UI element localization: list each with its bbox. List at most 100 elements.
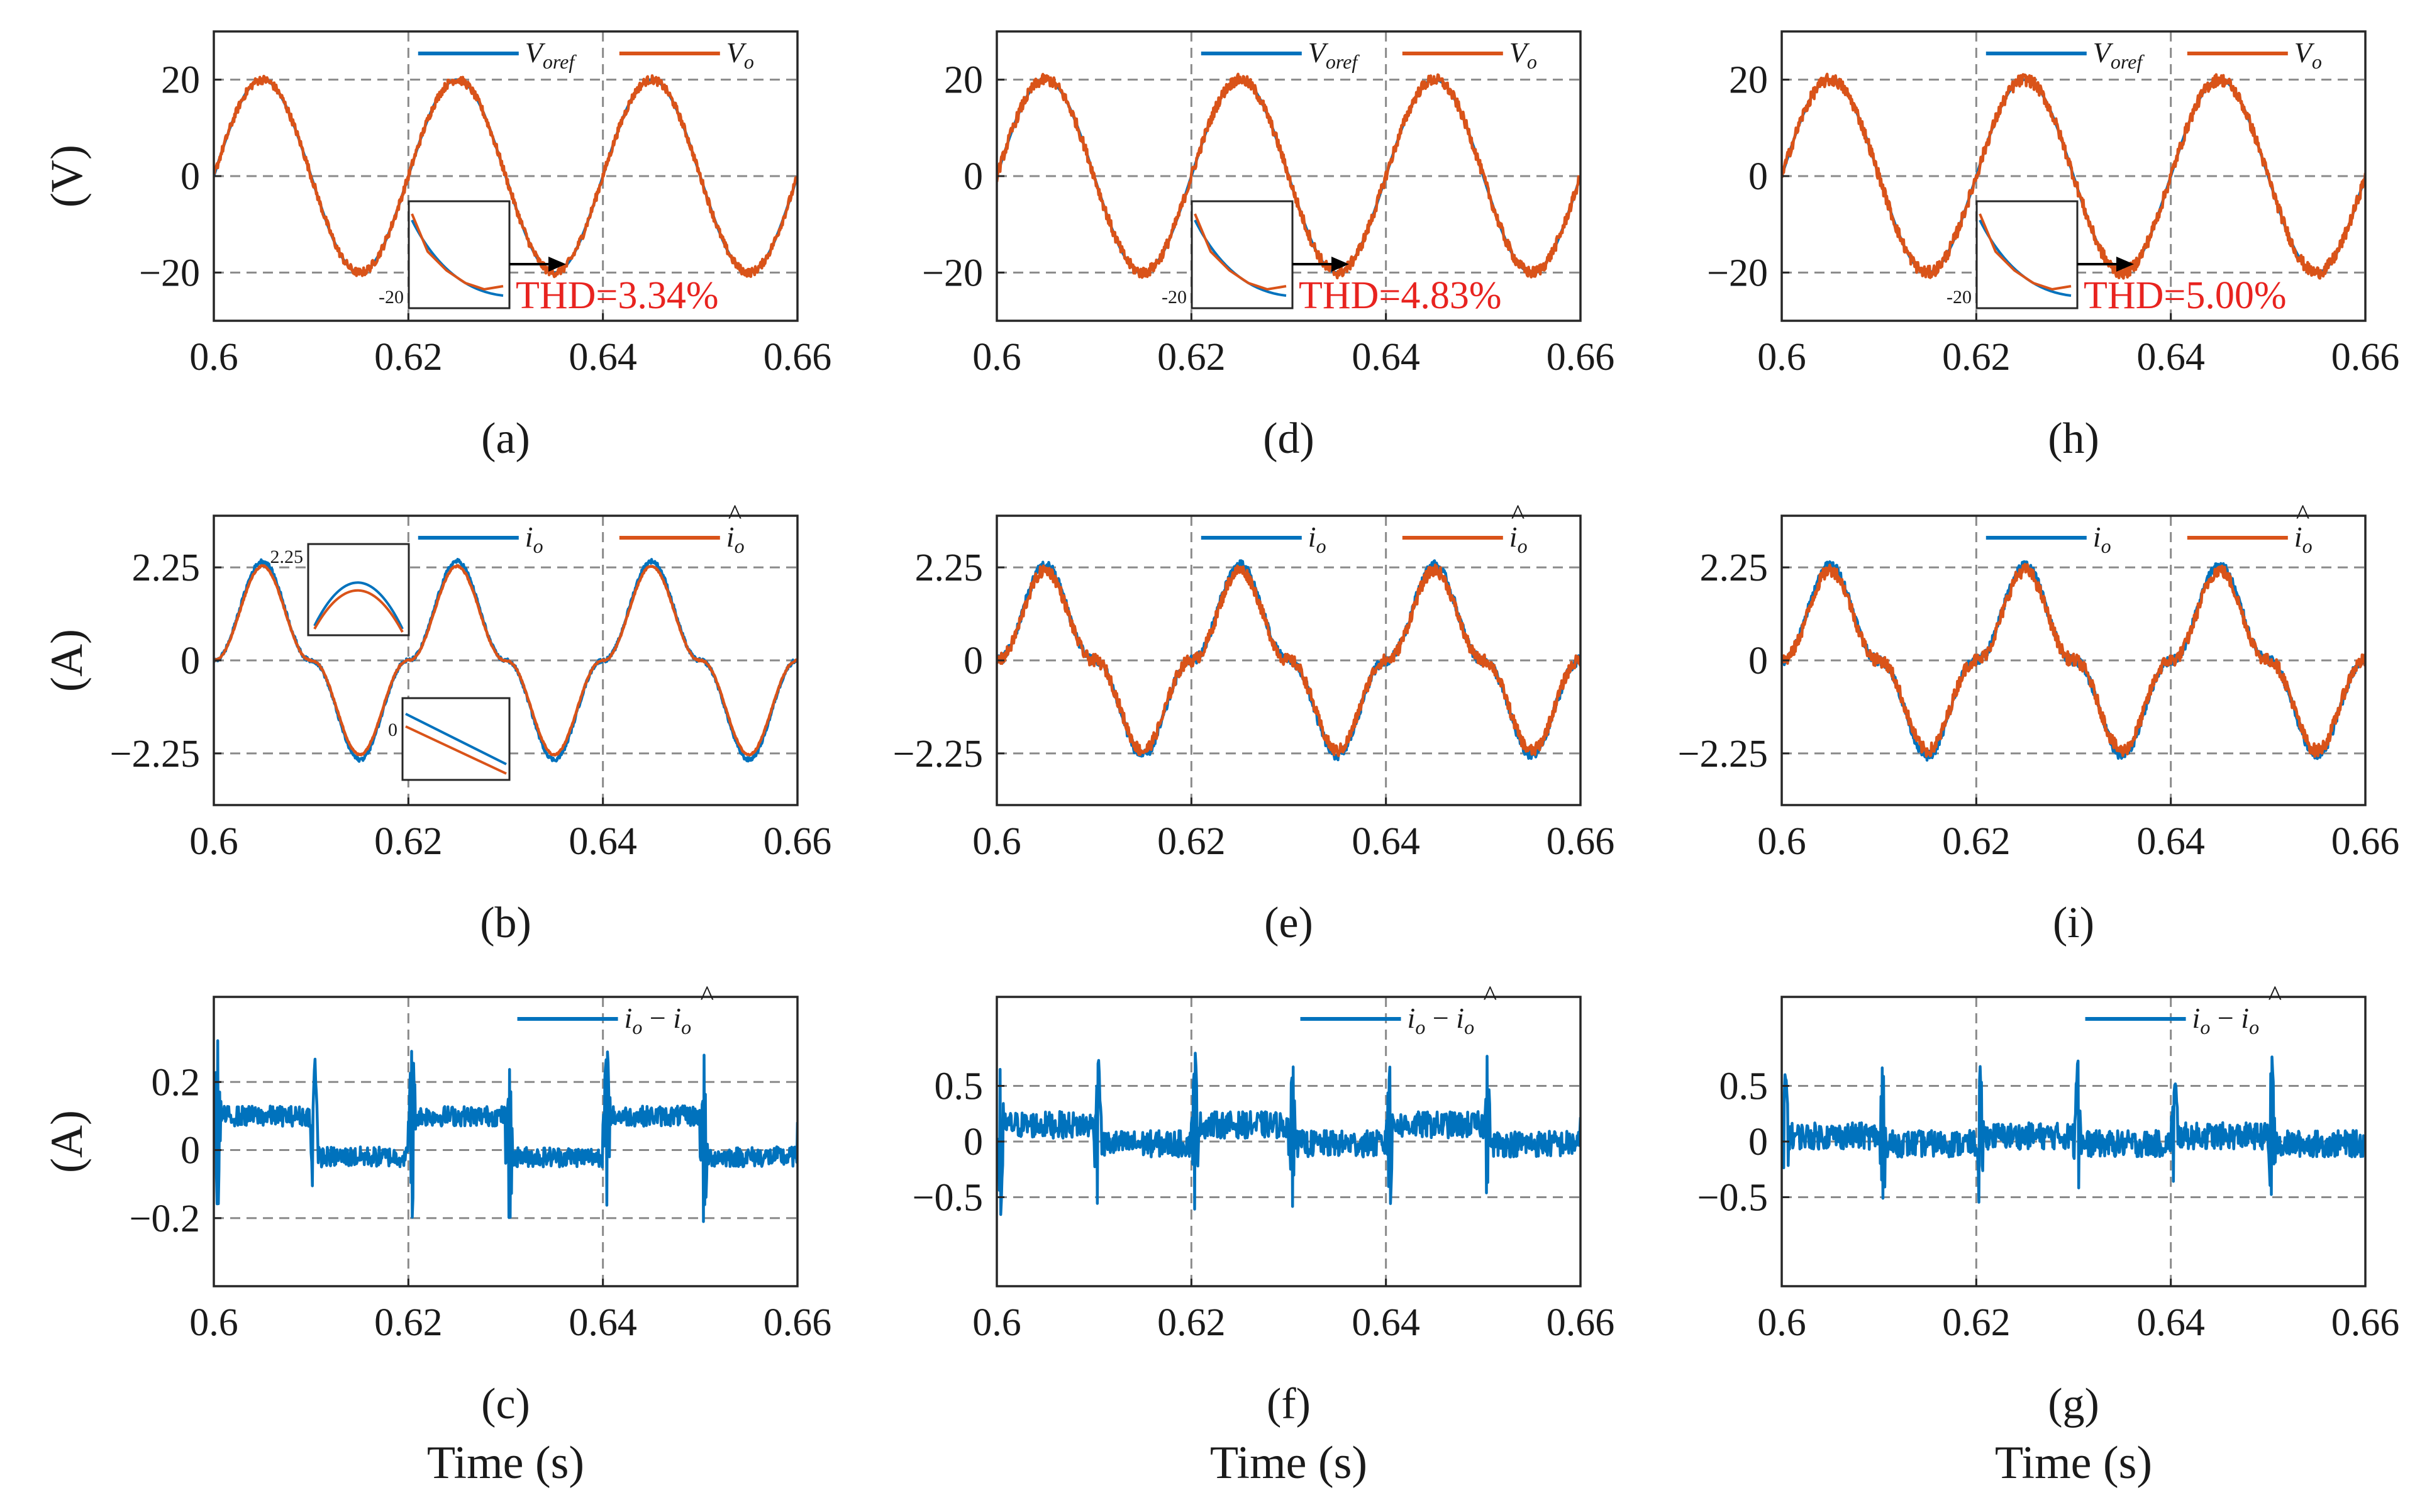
plot-area — [214, 74, 797, 279]
x-tick-label: 0.64 — [1352, 336, 1420, 379]
legend-minus: − — [642, 1002, 673, 1034]
x-tick-label: 0.6 — [972, 820, 1021, 863]
legend-main: V — [525, 36, 546, 69]
x-tick-label: 0.66 — [1547, 336, 1615, 379]
x-tick-label: 0.66 — [764, 336, 832, 379]
legend: io − io^ — [517, 979, 714, 1038]
y-tick-label: 0 — [964, 155, 983, 198]
inset-curve-orange — [411, 213, 504, 291]
legend: Voref Vo — [1201, 36, 1537, 73]
x-tick-label: 0.66 — [1547, 820, 1615, 863]
legend: Voref Vo — [418, 36, 754, 73]
legend-sub: o — [2249, 1016, 2259, 1038]
y-tick-label: −0.5 — [1697, 1176, 1768, 1219]
hat-mark: ^ — [2268, 979, 2282, 1011]
legend-main: i — [625, 1002, 633, 1034]
y-tick-label: −20 — [922, 252, 983, 294]
legend-label-i-o: io — [2093, 521, 2111, 557]
y-tick-label: 0 — [1748, 1121, 1768, 1164]
legend-main: V — [1509, 36, 1530, 69]
x-tick-label: 0.64 — [2136, 336, 2205, 379]
inset-tick-label: 0 — [388, 720, 397, 740]
panel-label: (e) — [1264, 899, 1313, 947]
legend-sub: oref — [543, 50, 577, 73]
panel-label: (a) — [481, 414, 530, 463]
inset-tick-label: -20 — [379, 287, 404, 308]
y-axis-label: (A) — [42, 629, 92, 692]
x-tick-label: 0.62 — [374, 336, 443, 379]
legend-sub: o — [1527, 50, 1537, 73]
y-axis-label: (A) — [42, 1110, 92, 1173]
panel-c: 0.6 0.62 0.64 0.660.20−0.2(A)(c)io − io^ — [42, 979, 831, 1428]
inset-tick-label: -20 — [1947, 287, 1972, 308]
plot-area — [1782, 1055, 2365, 1204]
x-tick-label: 0.62 — [1157, 336, 1226, 379]
panel-label: (b) — [480, 899, 531, 947]
panel-e: 0.6 0.62 0.64 0.662.250−2.25(e)io io^ — [893, 498, 1615, 947]
x-tick-label: 0.64 — [2136, 1301, 2205, 1344]
legend-label-V-o: Vo — [2294, 36, 2322, 73]
series-line-i-o-i-o-hat — [1782, 1055, 2365, 1204]
y-tick-label: 0 — [964, 1121, 983, 1164]
x-axis-label: Time (s) — [1210, 1437, 1367, 1489]
y-tick-label: −20 — [139, 252, 200, 294]
x-tick-label: 0.62 — [374, 820, 443, 863]
y-tick-label: −2.25 — [893, 733, 983, 775]
x-tick-label: 0.64 — [1352, 820, 1420, 863]
x-tick-label: 0.6 — [189, 1301, 238, 1344]
series-line-i-o-i-o-hat — [997, 1052, 1580, 1216]
legend: io − io^ — [2085, 979, 2282, 1038]
y-tick-label: 0.5 — [935, 1065, 984, 1108]
legend-minus: − — [2210, 1002, 2241, 1034]
y-tick-label: 20 — [1729, 59, 1768, 102]
x-tick-label: 0.6 — [189, 336, 238, 379]
legend-sub: o — [2200, 1016, 2210, 1038]
legend: Voref Vo — [1985, 36, 2322, 73]
inset-curve-orange — [313, 589, 404, 633]
panel-label: (d) — [1263, 414, 1314, 463]
series-line-i-o-hat — [997, 563, 1580, 757]
inset-box — [1191, 200, 1294, 309]
x-tick-label: 0.62 — [374, 1301, 443, 1344]
y-tick-label: 0 — [1748, 155, 1768, 198]
panel-b: 0.6 0.62 0.64 0.662.250−2.25(A)(b)io io^2.25… — [42, 498, 831, 947]
legend-sub: o — [1415, 1016, 1425, 1038]
y-tick-label: 2.25 — [1700, 547, 1769, 589]
legend: io io^ — [418, 498, 745, 557]
panel-f: 0.6 0.62 0.64 0.660.50−0.5(f)io − io^ — [913, 979, 1615, 1428]
legend-sub: o — [2312, 50, 2322, 73]
x-tick-label: 0.62 — [1942, 820, 2011, 863]
panel-i: 0.6 0.62 0.64 0.662.250−2.25(i)io io^ — [1678, 498, 2400, 947]
panel-label: (f) — [1267, 1380, 1311, 1428]
legend-label-error: io − io — [2192, 1002, 2260, 1038]
legend-label-i-o: io — [1308, 521, 1326, 557]
x-tick-label: 0.62 — [1157, 1301, 1226, 1344]
x-tick-label: 0.6 — [1757, 820, 1806, 863]
legend-sub: o — [1464, 1016, 1474, 1038]
legend-main: V — [726, 36, 747, 69]
legend: io io^ — [1201, 498, 1528, 557]
legend-label-error: io − io — [625, 1002, 692, 1038]
plot-area — [214, 1039, 797, 1223]
legend-label-V-o: Vo — [726, 36, 754, 73]
hat-mark: ^ — [728, 498, 741, 530]
legend-sub: o — [1518, 535, 1528, 557]
legend-label-V-oref: Voref — [1308, 36, 1360, 73]
x-tick-label: 0.6 — [1757, 336, 1806, 379]
legend-sub: o — [681, 1016, 691, 1038]
inset-curve-orange — [405, 725, 507, 775]
inset-curve-orange — [1979, 213, 2072, 291]
legend-sub: oref — [2111, 50, 2145, 73]
plot-area — [997, 1052, 1580, 1216]
y-tick-label: 0 — [1748, 640, 1768, 682]
x-tick-label: 0.64 — [569, 1301, 637, 1344]
y-tick-label: −0.5 — [913, 1176, 983, 1219]
x-tick-label: 0.64 — [1352, 1301, 1420, 1344]
legend-main: i — [726, 521, 735, 553]
legend-label-i-o-hat: io — [1509, 521, 1528, 557]
legend-sub: o — [2302, 535, 2313, 557]
